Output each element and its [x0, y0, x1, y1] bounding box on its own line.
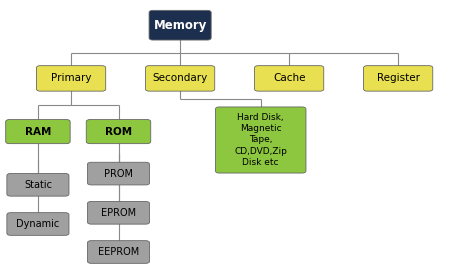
Text: EPROM: EPROM: [101, 208, 136, 218]
Text: PROM: PROM: [104, 169, 133, 179]
FancyBboxPatch shape: [255, 66, 324, 91]
FancyBboxPatch shape: [215, 107, 306, 173]
FancyBboxPatch shape: [87, 162, 149, 185]
Text: Secondary: Secondary: [153, 73, 208, 83]
FancyBboxPatch shape: [87, 241, 149, 263]
Text: Static: Static: [24, 180, 52, 190]
Text: Dynamic: Dynamic: [16, 219, 60, 229]
FancyBboxPatch shape: [7, 173, 69, 196]
FancyBboxPatch shape: [364, 66, 433, 91]
FancyBboxPatch shape: [146, 66, 215, 91]
Text: EEPROM: EEPROM: [98, 247, 139, 257]
FancyBboxPatch shape: [7, 213, 69, 235]
FancyBboxPatch shape: [86, 120, 151, 144]
FancyBboxPatch shape: [87, 202, 149, 224]
FancyBboxPatch shape: [6, 120, 70, 144]
Text: Register: Register: [377, 73, 419, 83]
Text: Cache: Cache: [273, 73, 305, 83]
Text: Primary: Primary: [51, 73, 91, 83]
Text: ROM: ROM: [105, 127, 132, 137]
FancyBboxPatch shape: [149, 10, 211, 40]
Text: RAM: RAM: [25, 127, 51, 137]
FancyBboxPatch shape: [36, 66, 106, 91]
Text: Memory: Memory: [154, 19, 207, 32]
Text: Hard Disk,
Magnetic
Tape,
CD,DVD,Zip
Disk etc: Hard Disk, Magnetic Tape, CD,DVD,Zip Dis…: [234, 113, 287, 167]
